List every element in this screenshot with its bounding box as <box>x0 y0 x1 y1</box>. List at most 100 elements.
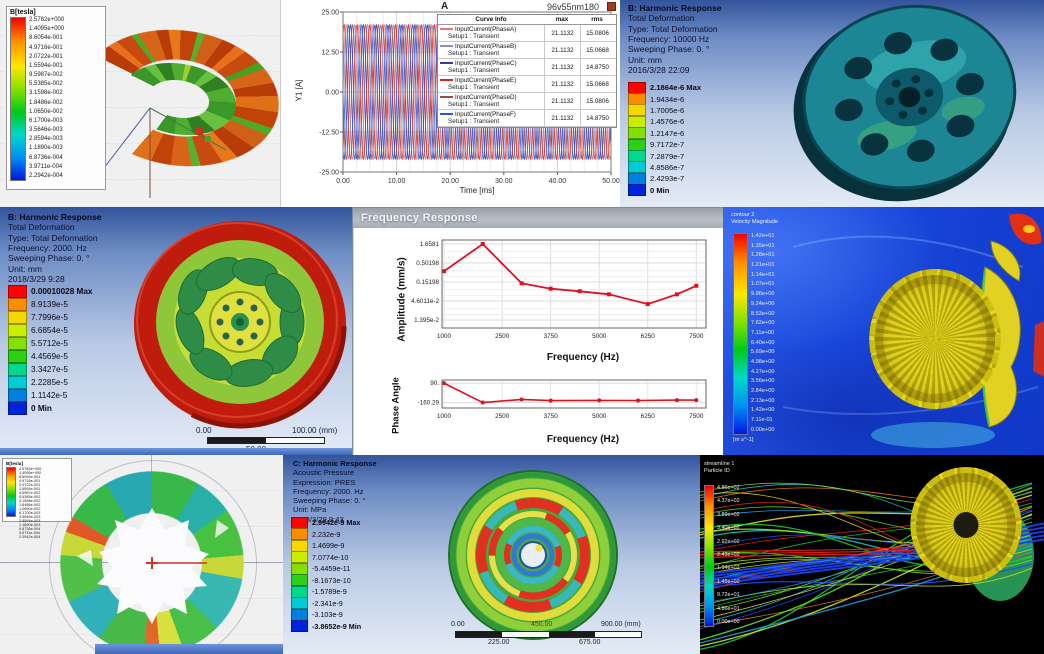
acoustic-disk-view <box>448 470 618 640</box>
curve-rms: 15.0668 <box>580 76 614 92</box>
legend-value: 1.28e+01 <box>751 252 775 259</box>
legend-color-cell <box>628 150 646 163</box>
panel-harmonic-left[interactable]: B: Harmonic Response Total Deformation Typ… <box>0 207 357 455</box>
legend-value: 3.9711e-004 <box>19 531 41 535</box>
legend-value: 3.5646e-003 <box>29 127 63 134</box>
legend-value: 1.4576e-6 <box>650 117 685 127</box>
legend-value: 9.5987e-002 <box>29 72 63 79</box>
legend-value: 2.2285e-5 <box>31 378 68 387</box>
panel-flux-torus[interactable]: B[tesla] 2.5782e+000 1.4095e+000 8.6054e-0… <box>0 0 280 207</box>
table-header: Curve Info max rms <box>438 15 616 25</box>
stream-legend-variable: Particle ID <box>704 468 730 475</box>
legend-title: B[tesla] <box>10 9 36 16</box>
legend-value: 4.4569e-5 <box>31 352 68 361</box>
phase-x-axis-label: Frequency (Hz) <box>546 434 620 445</box>
axis-triad-icon <box>103 107 227 198</box>
table-body: InputCurrent(PhaseA) Setup1 : Transient … <box>438 25 616 127</box>
cfd-legend-header: contour 2 Velocity Magnitude <box>731 212 778 226</box>
panel-streamlines[interactable]: streamline 1 Particle ID 4.86e+02 4.37e+0… <box>700 455 1044 654</box>
legend-value: 4.9716e-001 <box>29 44 63 51</box>
legend-value: 2.8594e-003 <box>19 519 41 523</box>
legend-value: 3.3427e-5 <box>31 365 68 374</box>
legend-value: 2.84e+00 <box>751 388 775 394</box>
curve-max: 21.1132 <box>544 93 580 109</box>
header-line: Frequency: 10000 Hz <box>628 34 710 45</box>
legend-value: 9.96e+00 <box>751 291 775 298</box>
plot-subtitle: 96v55nm180 <box>546 2 599 12</box>
header-line: Type: Total Deformation <box>8 232 98 243</box>
legend-value: 7.7996e-5 <box>31 313 68 322</box>
amplitude-plot-canvas[interactable]: 1000 2500 3750 5000 6250 7500 1.6581 0.50198 0.1… <box>398 232 718 372</box>
legend-value: 4.37e+02 <box>717 498 740 505</box>
panel-current-plot[interactable]: A 96v55nm180 Y1 [A] 25.00 12.50 0.00 -12.50… <box>280 0 621 207</box>
header-line: B: Harmonic Response <box>628 3 722 13</box>
panel-harmonic-top[interactable]: B: Harmonic Response Total Deformation Typ… <box>620 0 1044 207</box>
legend-value: 9.5987e-002 <box>19 491 41 495</box>
curve-max: 21.1132 <box>544 76 580 92</box>
legend-value: 9.24e+00 <box>751 300 775 307</box>
phase-plot-canvas[interactable]: 90. -160.29 1000 2500 3750 5000 6250 7500 <box>398 374 718 432</box>
legend-color-cell <box>628 184 646 197</box>
legend-row: 4.4569e-5 <box>8 350 92 363</box>
header-line: Frequency: 2000. Hz <box>293 486 364 496</box>
legend-value: 7.11e-01 <box>751 417 773 424</box>
legend-value: 1.46e+02 <box>717 578 740 585</box>
legend-value: 2.5782e+000 <box>19 467 42 471</box>
legend-value: 2.2942e-004 <box>29 172 63 179</box>
result-header: B: Harmonic Response Total Deformation Typ… <box>628 3 722 76</box>
legend-value: 2.0722e-001 <box>19 483 41 487</box>
curve-swatch <box>440 79 453 82</box>
legend-values: 2.5782e+000 1.4095e+000 8.6054e-001 4.9716e… <box>29 17 64 179</box>
svg-text:0.00: 0.00 <box>325 90 339 97</box>
result-legend: 2.1864e-6 Max 1.9434e-6 1.7005e-6 1.4576… <box>628 81 701 197</box>
legend-value: 4.27e+00 <box>751 368 775 375</box>
legend-color-cell <box>8 350 27 363</box>
legend-value: 8.6054e-001 <box>19 475 41 479</box>
legend-value: 0.00e+00 <box>717 618 740 625</box>
col-max: max <box>555 16 569 23</box>
svg-text:0.00: 0.00 <box>336 178 350 185</box>
curve-swatch <box>440 113 453 116</box>
panel-cfd-velocity[interactable]: contour 2 Velocity Magnitude 1.42e+01 1.3… <box>723 207 1044 455</box>
panel-flux-rotor[interactable]: B[tesla] 2.5782e+000 1.4095e+000 8.6054e-0… <box>0 455 283 654</box>
legend-value: 1.1890e-003 <box>29 145 63 152</box>
window-titlebar[interactable]: Frequency Response <box>353 208 724 228</box>
legend-row: 9.7172e-7 <box>628 138 701 151</box>
legend-color-cell <box>291 528 308 541</box>
header-line: Acoustic Pressure <box>293 468 355 478</box>
ruler-p3: 225.00 <box>488 639 510 646</box>
curve-info-cell: InputCurrent(PhaseF) Setup1 : Transient <box>438 110 544 126</box>
ruler-p2: 900.00 (mm) <box>601 621 641 628</box>
curve-swatch <box>440 28 453 31</box>
col-rms: rms <box>591 16 603 23</box>
legend-value: -3.8652e-9 Min <box>312 621 362 631</box>
ruler-p1: 450.00 <box>531 621 553 628</box>
legend-value: 0 Min <box>650 185 670 195</box>
legend-color-cell <box>8 389 27 402</box>
legend-row: -3.8652e-9 Min <box>291 620 362 633</box>
legend-value: 0 Min <box>31 404 52 413</box>
legend-value: 2.0722e-001 <box>29 53 63 60</box>
table-row: InputCurrent(PhaseA) Setup1 : Transient … <box>438 25 616 42</box>
taskbar-strip <box>95 644 445 654</box>
legend-value: 1.0650e-002 <box>29 108 63 115</box>
legend-value: 9.72e+01 <box>717 592 740 599</box>
legend-row: 3.3427e-5 <box>8 363 92 376</box>
legend-color-cell <box>8 337 27 350</box>
legend-value: 5.5385e-002 <box>19 495 41 499</box>
header-line: Sweeping Phase: 0. ° <box>293 496 366 505</box>
svg-text:1000: 1000 <box>437 413 452 420</box>
flux-legend: B[tesla] 2.5782e+000 1.4095e+000 8.6054e-0… <box>6 6 106 190</box>
svg-text:10.00: 10.00 <box>388 178 406 185</box>
panel-acoustic[interactable]: C: Harmonic Response Acoustic Pressure Exp… <box>283 455 700 654</box>
legend-color-cell <box>628 93 646 106</box>
ruler-p4: 675.00 <box>579 639 601 646</box>
plot-marker-icon <box>607 2 616 11</box>
legend-value: 8.9139e-5 <box>31 300 68 309</box>
legend-value: 1.5594e-001 <box>19 487 41 491</box>
legend-row: 1.4576e-6 <box>628 115 701 128</box>
svg-text:7500: 7500 <box>689 413 704 420</box>
cfd-unit: [m s^-1] <box>733 437 754 443</box>
legend-value: 3.9711e-004 <box>29 163 63 170</box>
